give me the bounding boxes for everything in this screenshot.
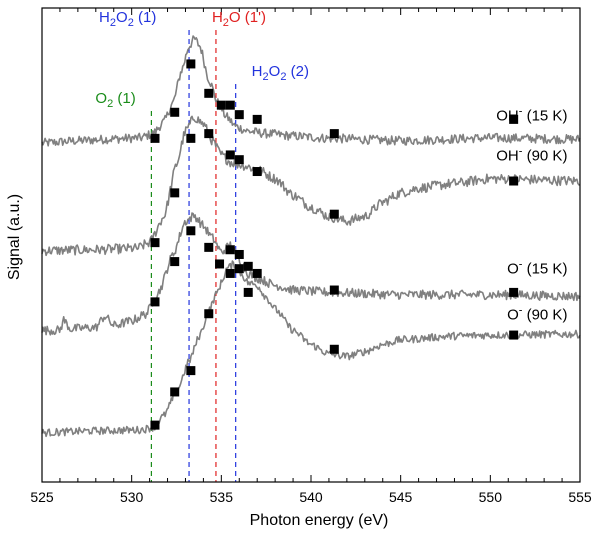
series-line-0 xyxy=(41,35,581,147)
data-point xyxy=(150,133,160,143)
series-label: OH- (15 K) xyxy=(496,105,567,124)
data-point xyxy=(509,287,519,297)
data-point xyxy=(509,330,519,340)
reference-line-label: H2O2 (2) xyxy=(252,63,309,83)
data-point xyxy=(186,133,196,143)
x-tick-label: 535 xyxy=(210,489,234,505)
data-point xyxy=(186,366,196,376)
data-point xyxy=(225,245,235,255)
data-point xyxy=(234,249,244,259)
data-point xyxy=(509,176,519,186)
data-point xyxy=(170,188,180,198)
data-point xyxy=(204,309,214,319)
series-label: OH- (90 K) xyxy=(496,146,567,165)
data-point xyxy=(170,107,180,117)
data-point xyxy=(243,287,253,297)
data-point xyxy=(252,114,262,124)
reference-line-label: O2 (1) xyxy=(95,90,135,110)
series-label: O- (90 K) xyxy=(507,304,567,323)
axis-ticks: 525 530 535 540 545 550 555 xyxy=(30,8,592,505)
x-tick-label: 545 xyxy=(389,489,413,505)
x-tick-label: 530 xyxy=(120,489,144,505)
data-point xyxy=(204,88,214,98)
x-tick-label: 550 xyxy=(479,489,503,505)
data-point xyxy=(329,129,339,139)
series-line-1 xyxy=(41,115,581,257)
y-axis-title: Signal (a.u.) xyxy=(6,194,23,280)
data-point xyxy=(150,420,160,430)
data-point xyxy=(225,100,235,110)
data-point xyxy=(234,264,244,274)
x-tick-label: 525 xyxy=(30,489,54,505)
data-point xyxy=(150,238,160,248)
data-point xyxy=(225,150,235,160)
data-point xyxy=(252,167,262,177)
data-point xyxy=(329,285,339,295)
data-point xyxy=(509,114,519,124)
data-point xyxy=(216,100,226,110)
data-point xyxy=(252,268,262,278)
data-point xyxy=(243,261,253,271)
data-point xyxy=(170,387,180,397)
x-tick-label: 540 xyxy=(299,489,323,505)
data-point xyxy=(215,259,225,269)
data-point xyxy=(329,209,339,219)
data-point xyxy=(234,155,244,165)
x-axis-title: Photon energy (eV) xyxy=(250,512,389,529)
series-label: O- (15 K) xyxy=(507,258,567,277)
reference-line-label: H2O2 (1) xyxy=(99,9,156,29)
data-point xyxy=(170,257,180,267)
data-point xyxy=(204,129,214,139)
data-point xyxy=(329,344,339,354)
reference-lines xyxy=(150,30,237,482)
x-tick-label: 555 xyxy=(568,489,592,505)
data-point xyxy=(150,297,160,307)
series-curves xyxy=(41,35,581,438)
data-point xyxy=(234,110,244,120)
data-point xyxy=(186,59,196,69)
data-point xyxy=(186,226,196,236)
data-point xyxy=(225,268,235,278)
series-line-3 xyxy=(41,260,581,438)
series-line-2 xyxy=(41,212,581,336)
series-markers xyxy=(150,59,519,430)
reference-line-label: H2O (1') xyxy=(212,9,266,29)
labels: O2 (1) H2O2 (1) H2O (1') H2O2 (2) OH- (15 K)… xyxy=(95,9,567,323)
data-point xyxy=(204,242,214,252)
